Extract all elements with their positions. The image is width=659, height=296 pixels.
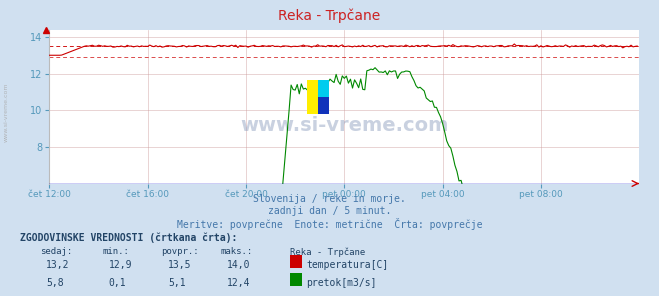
Text: ZGODOVINSKE VREDNOSTI (črtkana črta):: ZGODOVINSKE VREDNOSTI (črtkana črta): bbox=[20, 232, 237, 243]
Text: min.:: min.: bbox=[102, 247, 129, 256]
Text: 13,2: 13,2 bbox=[46, 260, 70, 271]
Text: Reka - Trpčane: Reka - Trpčane bbox=[290, 247, 365, 257]
Text: 0,1: 0,1 bbox=[109, 278, 127, 288]
Text: povpr.:: povpr.: bbox=[161, 247, 199, 256]
Text: www.si-vreme.com: www.si-vreme.com bbox=[240, 115, 449, 134]
Text: 5,1: 5,1 bbox=[168, 278, 186, 288]
Text: 12,9: 12,9 bbox=[109, 260, 132, 271]
Text: pretok[m3/s]: pretok[m3/s] bbox=[306, 278, 377, 288]
Text: Meritve: povprečne  Enote: metrične  Črta: povprečje: Meritve: povprečne Enote: metrične Črta:… bbox=[177, 218, 482, 230]
Bar bbox=[318, 81, 329, 97]
Text: 12,4: 12,4 bbox=[227, 278, 251, 288]
Bar bbox=[318, 97, 329, 114]
Text: sedaj:: sedaj: bbox=[40, 247, 72, 256]
Bar bbox=[306, 81, 318, 114]
Text: www.si-vreme.com: www.si-vreme.com bbox=[3, 83, 9, 142]
Text: temperatura[C]: temperatura[C] bbox=[306, 260, 389, 271]
Text: Slovenija / reke in morje.: Slovenija / reke in morje. bbox=[253, 194, 406, 204]
Text: 13,5: 13,5 bbox=[168, 260, 192, 271]
Text: zadnji dan / 5 minut.: zadnji dan / 5 minut. bbox=[268, 206, 391, 216]
Text: Reka - Trpčane: Reka - Trpčane bbox=[278, 9, 381, 23]
Text: 5,8: 5,8 bbox=[46, 278, 64, 288]
Text: maks.:: maks.: bbox=[221, 247, 253, 256]
Text: 14,0: 14,0 bbox=[227, 260, 251, 271]
